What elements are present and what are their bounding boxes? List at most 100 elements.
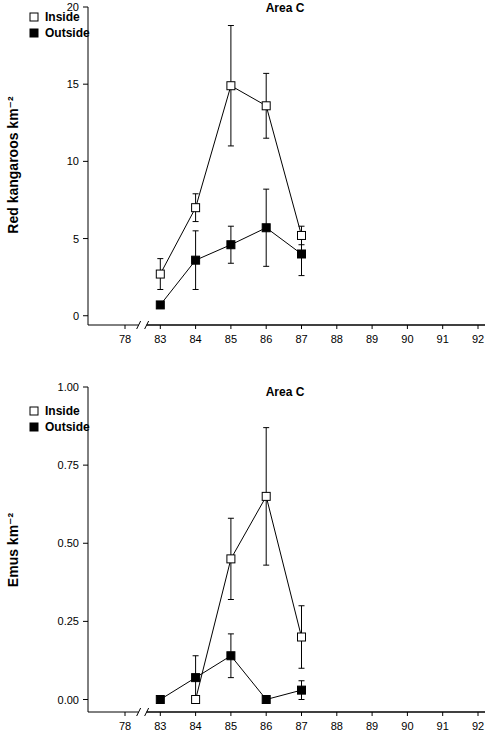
y-tick <box>83 7 88 8</box>
error-bar-cap <box>228 599 234 600</box>
x-tick <box>266 325 267 329</box>
error-bar-cap <box>299 244 305 245</box>
error-bar-cap <box>299 680 305 681</box>
x-tick <box>266 712 267 716</box>
x-tick <box>336 712 337 716</box>
x-tick-label: 89 <box>366 333 378 345</box>
error-bar-cap <box>228 633 234 634</box>
y-tick <box>83 387 88 388</box>
error-bar <box>299 606 305 669</box>
y-tick-label: 0.50 <box>58 537 79 549</box>
error-bar <box>228 226 234 263</box>
error-bar-cap <box>263 189 269 190</box>
x-tick <box>478 325 479 329</box>
marker <box>227 241 235 249</box>
error-bar <box>263 189 269 266</box>
x-tick-label: 89 <box>366 720 378 732</box>
axis-break <box>145 321 149 329</box>
y-tick-label: 0.75 <box>58 459 79 471</box>
marker <box>156 270 164 278</box>
error-bar-cap <box>228 518 234 519</box>
y-tick <box>83 84 88 85</box>
x-tick-label: 84 <box>189 333 201 345</box>
legend-label: Inside <box>45 10 80 24</box>
error-bar <box>299 232 305 275</box>
x-tick <box>195 712 196 716</box>
marker <box>298 250 306 258</box>
error-bar <box>157 259 163 290</box>
marker <box>227 652 235 660</box>
axis-break <box>137 708 141 716</box>
x-tick-label: 85 <box>225 333 237 345</box>
y-tick-label: 0.25 <box>58 615 79 627</box>
series-line <box>196 496 302 699</box>
marker <box>262 492 270 500</box>
error-bar-cap <box>228 226 234 227</box>
error-bar-cap <box>263 427 269 428</box>
plot-area <box>156 26 305 309</box>
x-tick <box>125 712 126 716</box>
x-axis-line <box>147 711 485 713</box>
legend-label: Inside <box>45 404 80 418</box>
x-tick-label: 87 <box>295 333 307 345</box>
x-tick-label: 84 <box>189 720 201 732</box>
x-axis-line <box>88 325 139 326</box>
x-tick <box>407 325 408 329</box>
x-tick-label: 83 <box>154 720 166 732</box>
error-bar-cap <box>193 655 199 656</box>
x-tick <box>230 325 231 329</box>
error-bar-cap <box>193 289 199 290</box>
x-tick <box>407 712 408 716</box>
x-tick-label: 92 <box>472 720 484 732</box>
x-tick-label: 91 <box>437 333 449 345</box>
marker <box>156 696 164 704</box>
error-bar-cap <box>263 266 269 267</box>
marker <box>192 256 200 264</box>
x-tick <box>301 325 302 329</box>
y-tick-label: 0.00 <box>58 694 79 706</box>
error-bar <box>228 26 234 146</box>
x-tick <box>160 325 161 329</box>
x-tick <box>442 325 443 329</box>
y-tick <box>83 699 88 700</box>
legend-swatch <box>30 407 38 415</box>
y-tick-label: 0 <box>73 310 79 322</box>
error-bar-cap <box>193 193 199 194</box>
error-bar-cap <box>193 221 199 222</box>
title: Area C <box>266 1 305 15</box>
marker <box>262 696 270 704</box>
x-tick <box>160 712 161 716</box>
y-tick-label: 15 <box>67 78 79 90</box>
legend-swatch <box>30 423 38 431</box>
y-tick <box>83 315 88 316</box>
legend: InsideOutside <box>30 10 90 40</box>
x-tick-label: 78 <box>119 333 131 345</box>
x-tick-label: 92 <box>472 333 484 345</box>
y-tick <box>83 621 88 622</box>
x-axis-line <box>88 712 139 713</box>
marker <box>192 674 200 682</box>
error-bar-cap <box>299 275 305 276</box>
marker <box>298 686 306 694</box>
marker <box>298 231 306 239</box>
error-bar <box>228 634 234 678</box>
error-bar-cap <box>299 668 305 669</box>
error-bar <box>228 518 234 599</box>
y-axis-line <box>88 7 89 325</box>
error-bar-cap <box>299 699 305 700</box>
y-tick <box>83 543 88 544</box>
x-tick <box>195 325 196 329</box>
error-bar-cap <box>228 677 234 678</box>
y-axis-label: Red kangaroos km⁻² <box>5 96 21 234</box>
x-tick-label: 85 <box>225 720 237 732</box>
x-tick <box>301 712 302 716</box>
x-tick-label: 91 <box>437 720 449 732</box>
y-axis-line <box>88 387 89 712</box>
error-bar <box>263 428 269 566</box>
x-tick-label: 90 <box>401 720 413 732</box>
x-tick-label: 88 <box>331 333 343 345</box>
axis-break <box>145 708 149 716</box>
y-tick-label: 1.00 <box>58 381 79 393</box>
error-bar-cap <box>228 25 234 26</box>
error-bar-cap <box>299 226 305 227</box>
